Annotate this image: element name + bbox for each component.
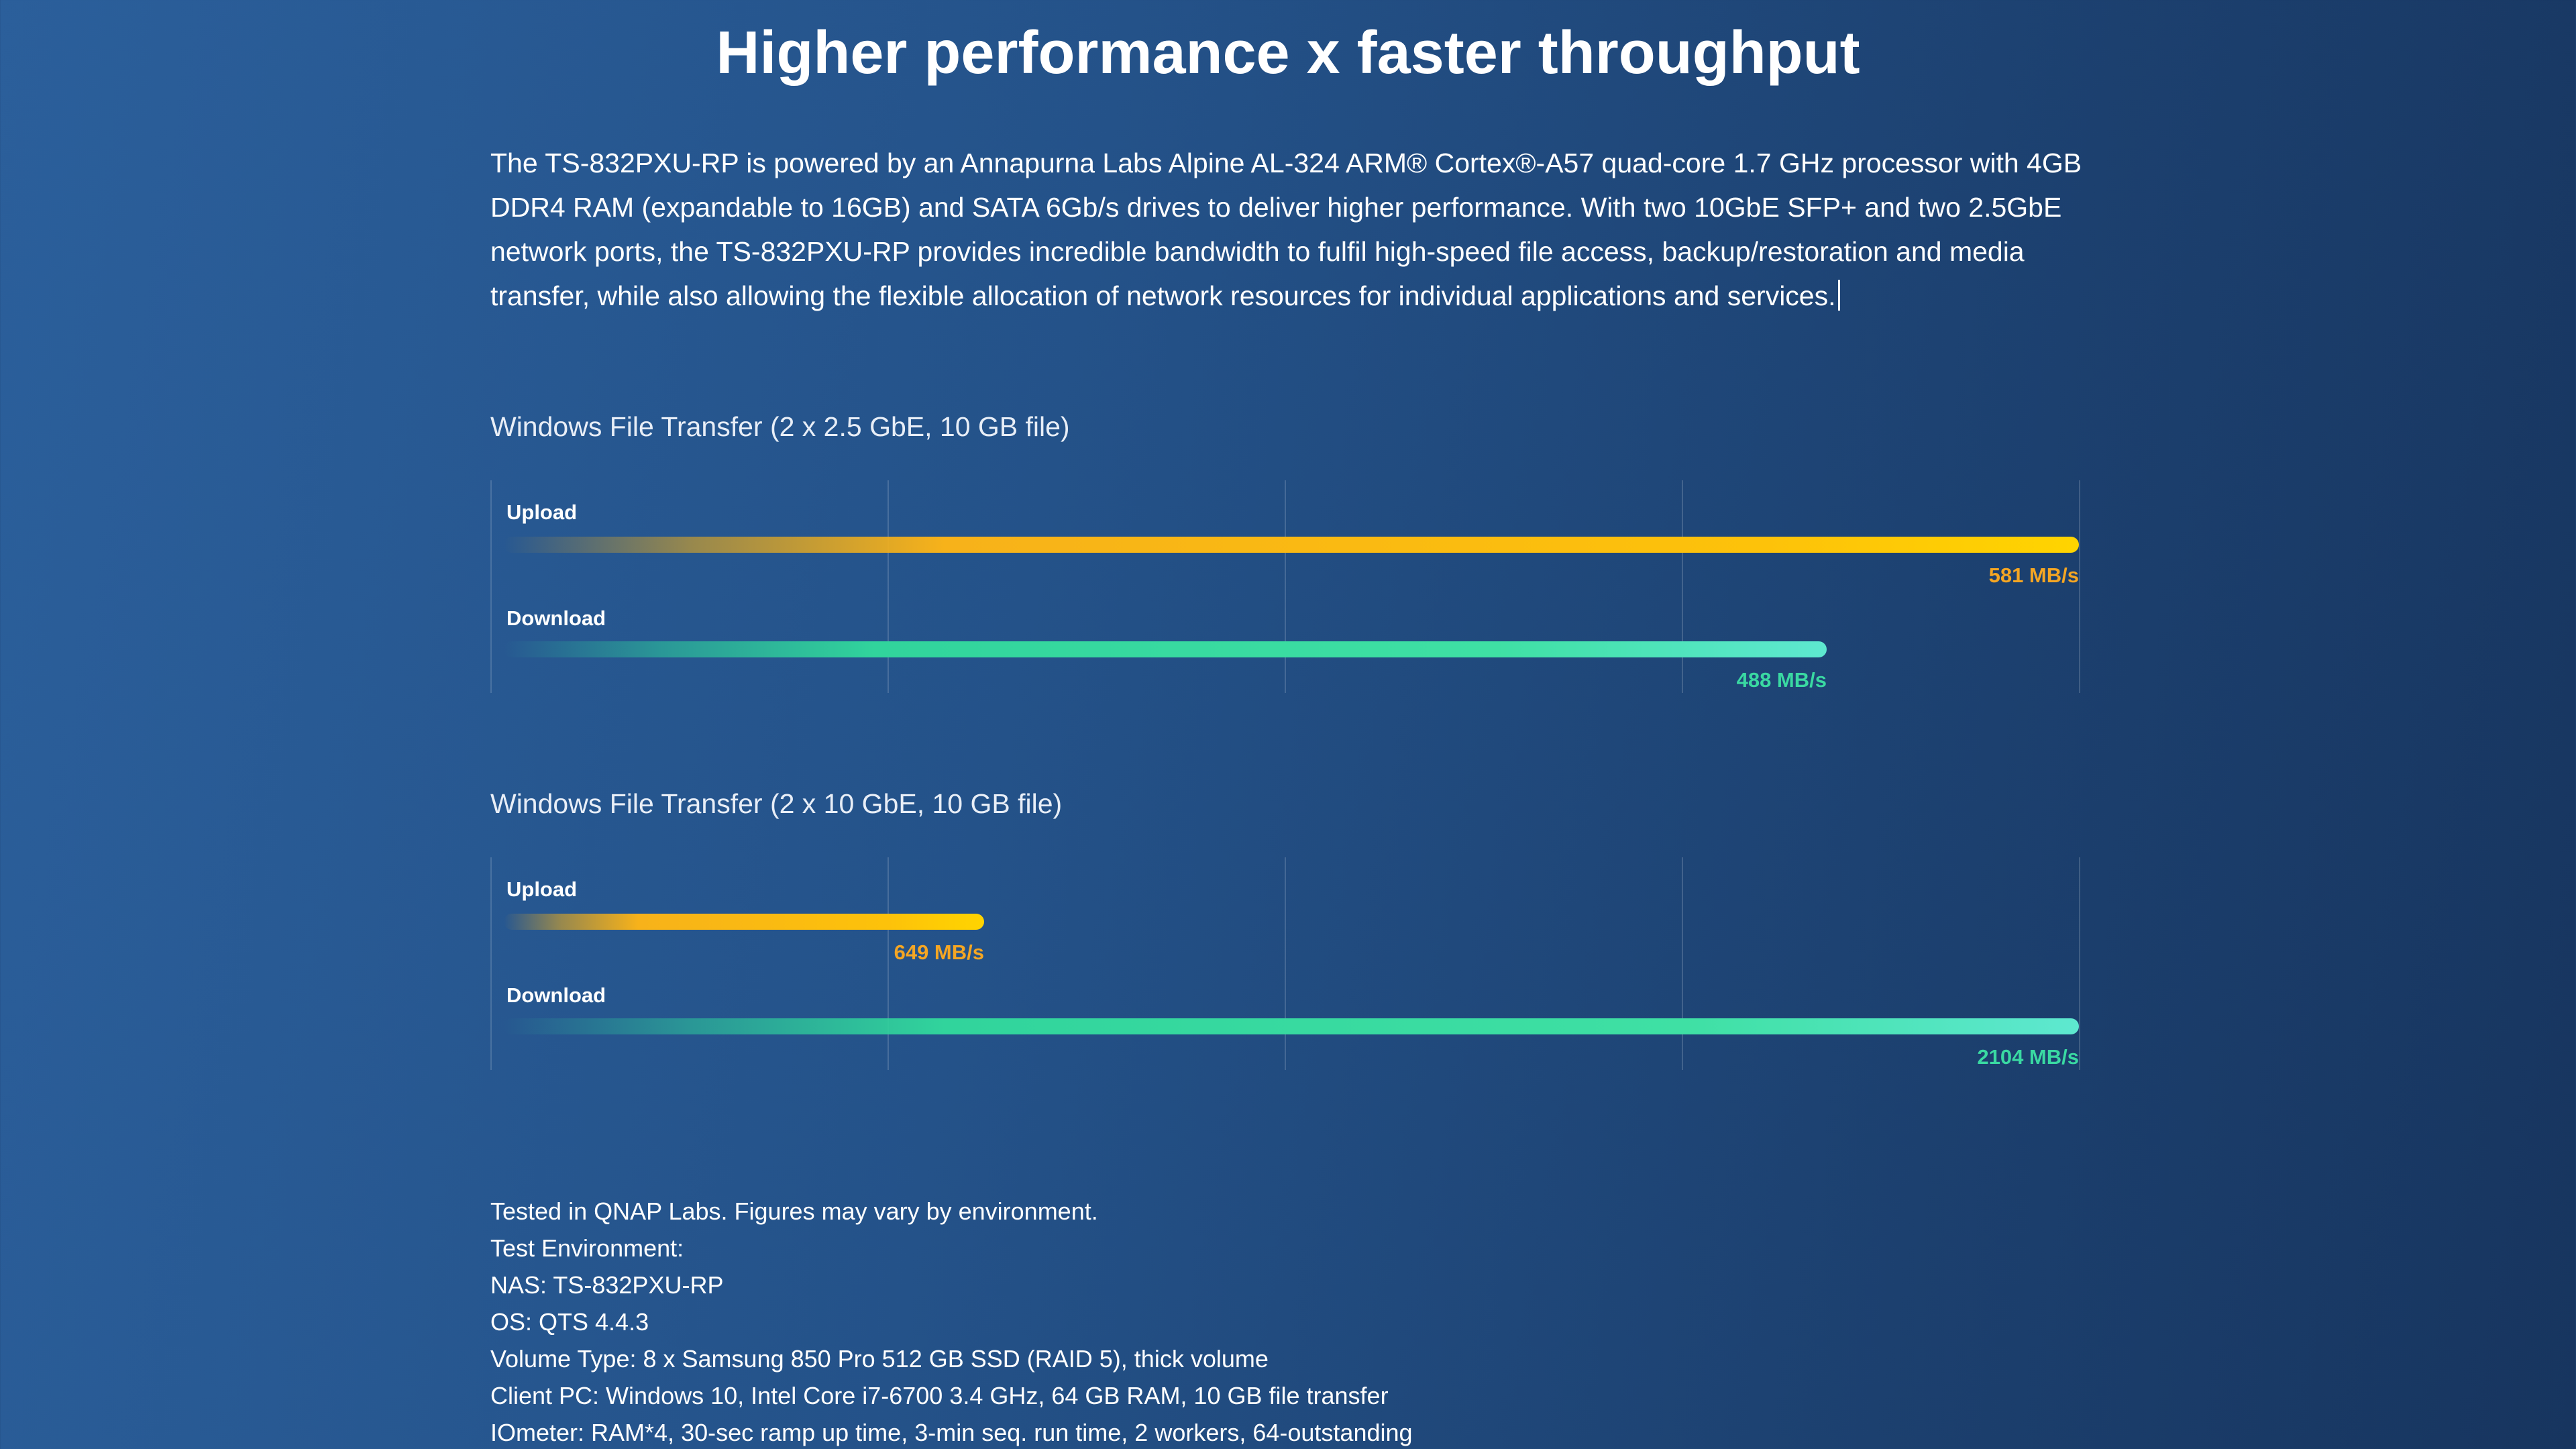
- gridline: [1682, 480, 1683, 693]
- gridline: [1285, 857, 1286, 1070]
- gridline: [1285, 480, 1286, 693]
- value-label-download: 2104 MB/s: [1977, 1045, 2079, 1069]
- gridline: [490, 857, 492, 1070]
- note-line: Test Environment:: [490, 1234, 684, 1262]
- chart-2-5gbe: Upload 581 MB/s Download 488 MB/s: [490, 480, 2080, 693]
- chart-title-10gbe: Windows File Transfer (2 x 10 GbE, 10 GB…: [490, 788, 1063, 819]
- test-notes: Tested in QNAP Labs. Figures may vary by…: [490, 1193, 1413, 1449]
- value-label-upload: 649 MB/s: [894, 941, 984, 964]
- note-line: Volume Type: 8 x Samsung 850 Pro 512 GB …: [490, 1345, 1269, 1373]
- page-title: Higher performance x faster throughput: [716, 19, 1860, 87]
- description-text: The TS-832PXU-RP is powered by an Annapu…: [490, 148, 2082, 311]
- bar-label-upload: Upload: [506, 877, 578, 901]
- bar-upload: [504, 914, 984, 930]
- gridline: [2079, 857, 2080, 1070]
- bar-label-download: Download: [506, 983, 606, 1007]
- bar-label-download: Download: [506, 606, 606, 630]
- chart-title-2-5gbe: Windows File Transfer (2 x 2.5 GbE, 10 G…: [490, 411, 1070, 442]
- bar-upload: [504, 537, 2079, 553]
- text-caret: [1837, 280, 1840, 311]
- note-line: OS: QTS 4.4.3: [490, 1308, 649, 1336]
- value-label-upload: 581 MB/s: [1988, 564, 2079, 587]
- gridline: [490, 480, 492, 693]
- gridline: [1682, 857, 1683, 1070]
- chart-10gbe: Upload 649 MB/s Download 2104 MB/s: [490, 857, 2080, 1070]
- note-line: Tested in QNAP Labs. Figures may vary by…: [490, 1197, 1098, 1225]
- bar-label-upload: Upload: [506, 500, 578, 524]
- gridline: [888, 480, 889, 693]
- gridline: [2079, 480, 2080, 693]
- note-line: Client PC: Windows 10, Intel Core i7-670…: [490, 1382, 1389, 1409]
- note-line: IOmeter: RAM*4, 30-sec ramp up time, 3-m…: [490, 1419, 1413, 1446]
- bar-download: [504, 641, 1827, 657]
- value-label-download: 488 MB/s: [1736, 668, 1827, 692]
- note-line: NAS: TS-832PXU-RP: [490, 1271, 724, 1299]
- bar-download: [504, 1018, 2079, 1034]
- gridline: [888, 857, 889, 1070]
- description-paragraph: The TS-832PXU-RP is powered by an Annapu…: [490, 141, 2100, 318]
